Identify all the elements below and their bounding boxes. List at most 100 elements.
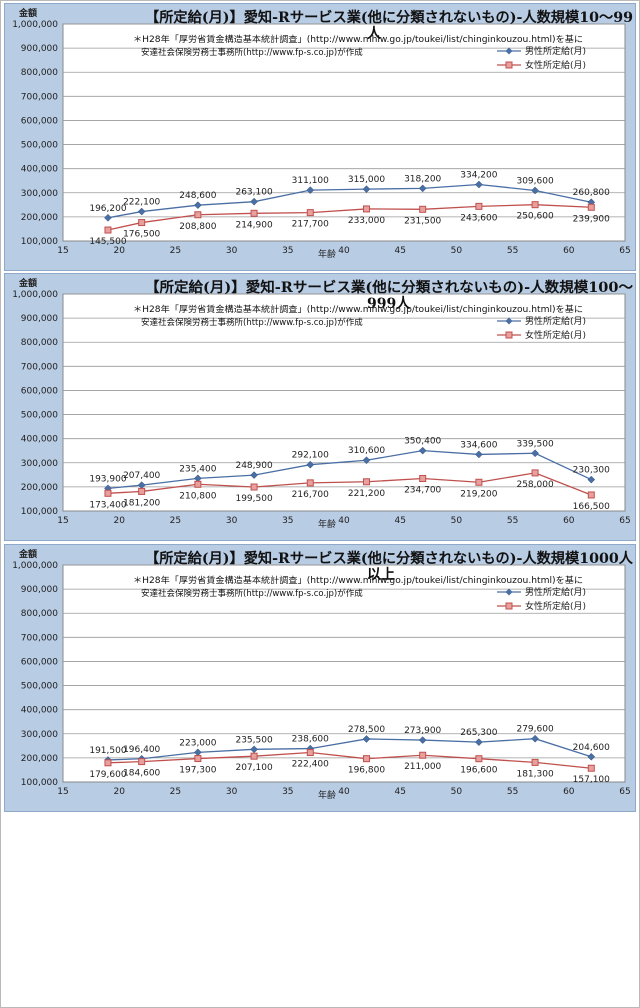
y-tick-label: 300,000 <box>21 189 58 199</box>
y-tick-label: 700,000 <box>21 633 58 643</box>
male-data-point <box>250 471 258 479</box>
male-data-point <box>475 450 483 459</box>
female-data-point <box>194 480 202 488</box>
male-data-label: 260,800 <box>573 188 610 198</box>
female-data-point <box>362 205 370 213</box>
x-tick-label: 55 <box>507 787 518 797</box>
x-tick-label: 15 <box>57 787 68 797</box>
male-data-label: 265,300 <box>460 728 497 738</box>
male-data-label: 350,400 <box>404 437 441 447</box>
female-data-point <box>531 758 539 766</box>
y-tick-label: 300,000 <box>21 459 58 469</box>
y-tick-label: 700,000 <box>21 92 58 102</box>
y-tick-label: 1,000,000 <box>12 290 58 300</box>
x-tick-label: 40 <box>338 516 350 526</box>
x-tick-label: 20 <box>113 246 125 256</box>
source-note-author: 安達社会保険労務士事務所(http://www.fp-s.co.jp)が作成 <box>141 588 363 599</box>
female-data-label: 216,700 <box>292 490 329 500</box>
male-data-point <box>475 180 483 189</box>
y-tick-label: 400,000 <box>21 165 58 175</box>
female-data-label: 221,200 <box>348 489 385 499</box>
chart-title-continued: 人 <box>367 25 382 42</box>
y-tick-label: 100,000 <box>21 237 58 247</box>
female-data-label: 166,500 <box>573 502 610 512</box>
chart-title-continued: 999人 <box>367 295 411 312</box>
female-data-point <box>587 203 595 211</box>
female-data-point <box>362 478 370 486</box>
male-data-point <box>531 449 539 458</box>
x-tick-label: 20 <box>113 516 125 526</box>
male-data-point <box>587 752 596 761</box>
x-tick-label: 40 <box>338 246 350 256</box>
legend-square-marker <box>505 602 513 610</box>
male-data-label: 204,600 <box>573 743 610 753</box>
male-data-label: 207,400 <box>123 471 160 481</box>
male-data-point <box>194 201 202 210</box>
y-tick-label: 200,000 <box>21 483 58 493</box>
male-data-point <box>587 475 596 484</box>
female-data-point <box>419 205 427 213</box>
female-data-label: 173,400 <box>89 500 126 510</box>
x-tick-label: 50 <box>451 246 463 256</box>
male-data-label: 263,100 <box>235 188 272 198</box>
x-tick-label: 40 <box>338 787 350 797</box>
female-data-point <box>531 201 539 209</box>
female-data-point <box>587 491 595 499</box>
series-line-2 <box>107 472 592 496</box>
female-data-label: 196,600 <box>460 766 497 776</box>
male-data-point <box>306 186 315 194</box>
female-data-point <box>306 209 314 217</box>
y-tick-label: 800,000 <box>21 609 58 619</box>
x-tick-label: 35 <box>282 787 293 797</box>
legend-label: 男性所定給(月) <box>525 586 586 598</box>
female-data-point <box>475 202 483 210</box>
male-data-label: 193,900 <box>89 474 126 484</box>
female-data-label: 250,600 <box>516 212 553 222</box>
male-data-label: 334,600 <box>460 440 497 450</box>
female-data-label: 219,200 <box>460 489 497 499</box>
female-data-point <box>194 755 202 763</box>
female-data-point <box>250 209 258 217</box>
x-tick-label: 30 <box>226 787 238 797</box>
male-data-label: 196,200 <box>89 204 126 214</box>
male-data-label: 318,200 <box>404 174 441 184</box>
legend-square-marker <box>505 331 513 339</box>
x-tick-label: 25 <box>170 516 181 526</box>
male-data-label: 310,600 <box>348 446 385 456</box>
female-data-point <box>104 759 112 767</box>
x-tick-label: 25 <box>170 787 181 797</box>
x-tick-label: 35 <box>282 516 293 526</box>
male-data-label: 196,400 <box>123 745 160 755</box>
y-tick-label: 600,000 <box>21 657 58 667</box>
female-data-label: 184,600 <box>123 769 160 779</box>
x-tick-label: 15 <box>57 516 68 526</box>
y-tick-label: 600,000 <box>21 386 58 396</box>
female-data-label: 234,700 <box>404 486 441 496</box>
y-tick-label: 200,000 <box>21 213 58 223</box>
male-data-label: 279,600 <box>516 725 553 735</box>
series-line-2 <box>107 204 592 231</box>
source-note: ＊H28年「厚労省賃金構造基本統計調査」(http://www.mhlw.go.… <box>133 34 583 45</box>
y-tick-label: 900,000 <box>21 44 58 54</box>
female-data-label: 214,900 <box>235 220 272 230</box>
male-data-label: 238,600 <box>292 735 329 745</box>
line-chart-1: 100,000 200,000 300,000 400,000 500,000 600,0… <box>12 7 633 260</box>
y-axis-label: 金額 <box>18 277 37 289</box>
y-tick-label: 1,000,000 <box>12 20 58 30</box>
female-data-label: 176,500 <box>123 230 160 240</box>
series-line-1 <box>107 738 592 761</box>
plot-area <box>62 293 626 512</box>
legend-square-marker <box>505 61 513 69</box>
y-tick-label: 900,000 <box>21 314 58 324</box>
x-tick-label: 55 <box>507 516 518 526</box>
x-tick-label: 20 <box>113 787 125 797</box>
female-data-label: 211,000 <box>404 762 441 772</box>
series-line-1 <box>107 183 592 219</box>
female-data-label: 239,900 <box>573 214 610 224</box>
chart-title: 【所定給(月)】愛知-Rサービス業(他に分類されないもの)-人数規模10～99 <box>145 9 633 26</box>
male-data-point <box>418 184 427 193</box>
y-tick-label: 1,000,000 <box>12 561 58 571</box>
y-axis-label: 金額 <box>18 548 37 560</box>
source-note-author: 安達社会保険労務士事務所(http://www.fp-s.co.jp)が作成 <box>141 317 363 328</box>
x-tick-label: 65 <box>619 246 630 256</box>
